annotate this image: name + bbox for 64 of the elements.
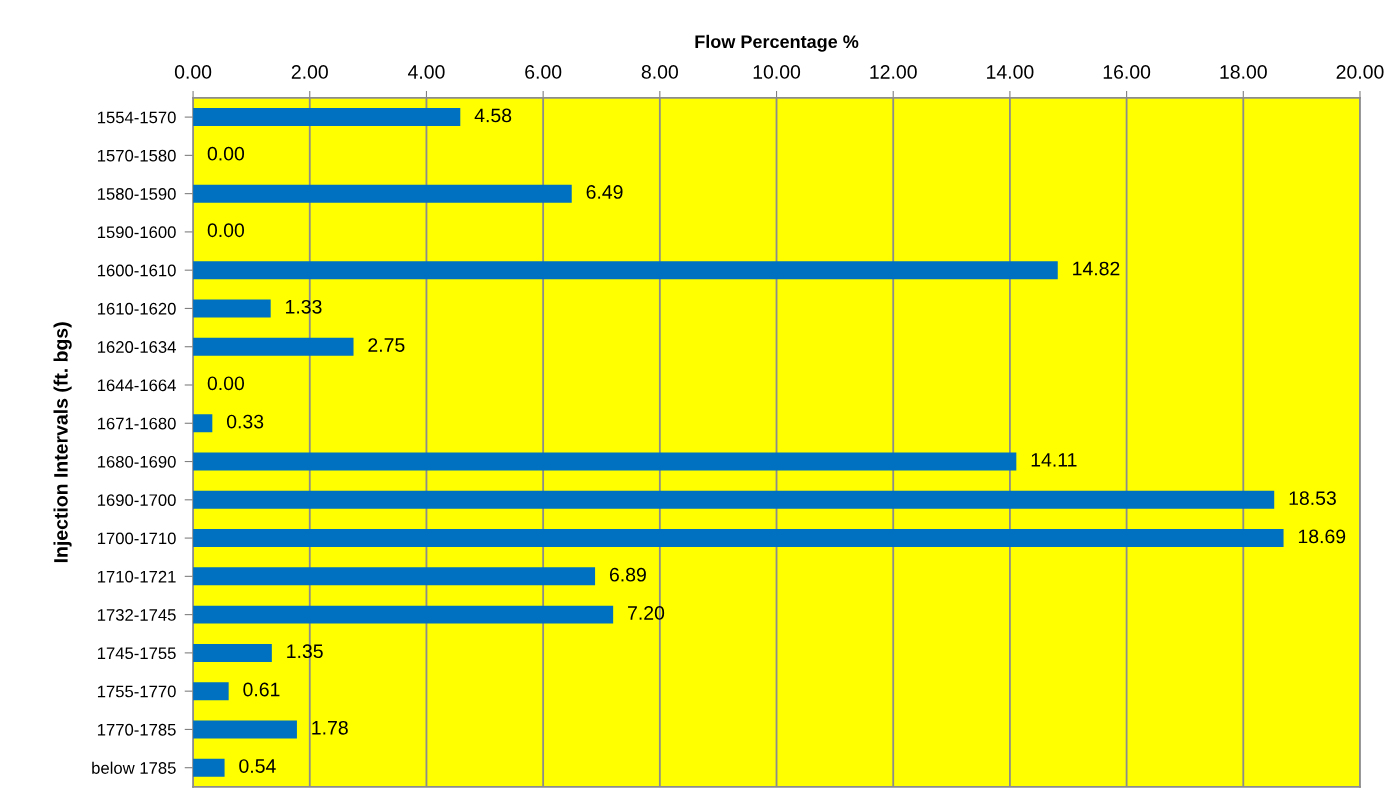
y-tick-label: 1755-1770 (97, 685, 176, 698)
y-tick-label: 1680-1690 (97, 455, 176, 468)
x-tick-label: 4.00 (407, 65, 445, 79)
y-tick-label: below 1785 (92, 761, 176, 774)
bar (193, 567, 596, 586)
y-tick-label: 1554-1570 (97, 111, 176, 124)
x-tick-label: 8.00 (641, 65, 678, 79)
bar (193, 184, 572, 203)
x-tick-label: 14.00 (987, 65, 1034, 79)
x-tick-label: 18.00 (1220, 65, 1267, 79)
data-label: 0.54 (239, 759, 276, 773)
y-tick-label: 1700-1710 (97, 532, 176, 545)
data-label: 0.33 (226, 414, 264, 429)
y-axis-title: Injection Intervals (ft. bgs) (53, 322, 72, 563)
bar (193, 414, 213, 433)
bar (193, 682, 229, 701)
bar (193, 108, 461, 127)
data-label: 14.11 (1031, 453, 1077, 467)
data-label: 2.75 (368, 338, 405, 352)
bar (193, 643, 272, 662)
x-tick-label: 12.00 (870, 65, 917, 79)
bar (193, 758, 225, 777)
bar (193, 605, 614, 624)
data-label: 0.61 (243, 682, 280, 697)
data-label: 0.00 (207, 146, 245, 161)
y-tick-label: 1745-1755 (97, 647, 176, 660)
x-axis-title: Flow Percentage % (695, 34, 859, 52)
data-label: 0.00 (207, 223, 245, 238)
x-tick-label: 16.00 (1103, 65, 1151, 79)
y-tick-label: 1644-1664 (97, 379, 176, 392)
bar (193, 529, 1284, 548)
y-tick-label: 1710-1721 (97, 570, 176, 583)
y-tick-label: 1770-1785 (97, 723, 176, 736)
y-tick-label: 1610-1620 (97, 302, 176, 315)
bar (193, 720, 297, 739)
data-label: 1.35 (287, 644, 323, 659)
y-tick-label: 1570-1580 (97, 149, 176, 162)
data-label: 1.33 (286, 299, 322, 314)
x-tick-label: 10.00 (753, 65, 801, 79)
bar (193, 261, 1058, 280)
x-tick-label: 2.00 (291, 65, 328, 79)
data-label: 4.58 (474, 108, 512, 123)
y-tick-label: 1620-1634 (97, 341, 176, 353)
bar (193, 490, 1275, 509)
y-tick-label: 1671-1680 (97, 417, 176, 430)
data-label: 1.78 (312, 720, 348, 735)
bar (193, 452, 1017, 471)
x-tick-label: 20.00 (1336, 65, 1384, 79)
y-tick-label: 1690-1700 (97, 494, 176, 507)
data-label: 6.49 (586, 185, 623, 199)
y-tick-label: 1590-1600 (97, 226, 176, 239)
x-tick-label: 0.00 (174, 65, 212, 79)
y-tick-label: 1600-1610 (97, 264, 176, 277)
x-tick-label: 6.00 (525, 65, 562, 79)
data-label: 14.82 (1073, 261, 1120, 276)
data-label: 7.20 (628, 606, 665, 620)
data-label: 0.00 (207, 376, 245, 391)
y-tick-label: 1732-1745 (97, 609, 176, 621)
data-label: 18.53 (1289, 491, 1336, 506)
data-label: 6.89 (609, 567, 646, 582)
bar (193, 299, 271, 318)
bar (193, 337, 354, 356)
data-label: 18.69 (1298, 529, 1346, 544)
y-tick-label: 1580-1590 (97, 188, 176, 200)
